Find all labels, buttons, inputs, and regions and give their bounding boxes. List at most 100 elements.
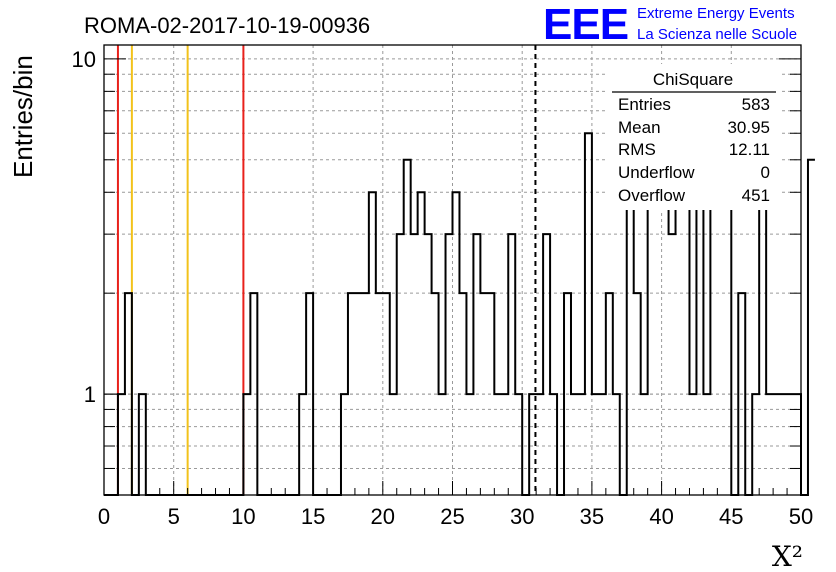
- histogram-bin: [341, 394, 348, 495]
- histogram-bin: [536, 394, 543, 495]
- stats-value-rms: 12.11: [729, 140, 770, 159]
- logo-mark: EEE: [543, 0, 628, 49]
- stats-title: ChiSquare: [653, 70, 733, 89]
- histogram-bin: [432, 293, 439, 495]
- stats-row-mean: Mean 30.95: [618, 118, 770, 137]
- histogram-bin: [418, 192, 425, 495]
- stats-label-overflow: Overflow: [618, 186, 686, 205]
- stats-box: ChiSquare Entries 583 Mean 30.95 RMS 12.…: [607, 64, 779, 210]
- histogram-bin: [759, 192, 766, 495]
- stats-label-mean: Mean: [618, 118, 661, 137]
- histogram-bin: [669, 234, 676, 495]
- histogram-bin: [439, 394, 446, 495]
- histogram-bin: [689, 394, 696, 495]
- histogram-bin: [250, 293, 257, 495]
- logo-line1: Extreme Energy Events: [637, 5, 795, 22]
- grid-lines: [104, 45, 801, 495]
- x-tick-label: 20: [371, 504, 395, 529]
- x-tick-label: 25: [440, 504, 464, 529]
- histogram-bin: [703, 394, 710, 495]
- histogram-bin: [425, 234, 432, 495]
- stats-row-overflow: Overflow 451: [618, 186, 770, 205]
- y-tick-label: 1: [84, 382, 96, 407]
- logo-line2: La Scienza nelle Scuole: [637, 26, 797, 43]
- histogram-bin: [466, 394, 473, 495]
- histogram-bin: [641, 394, 648, 495]
- x-axis-title: X²: [772, 540, 803, 572]
- x-tick-label: 45: [719, 504, 743, 529]
- histogram-bin: [752, 394, 759, 495]
- stats-value-mean: 30.95: [727, 118, 770, 137]
- histogram-bin: [306, 293, 313, 495]
- histogram-bin: [683, 160, 690, 495]
- histogram-bin: [453, 192, 460, 495]
- histogram-bin: [243, 394, 250, 495]
- histogram-bin: [606, 293, 613, 495]
- x-tick-label: 15: [301, 504, 325, 529]
- histogram-bin: [627, 192, 634, 495]
- x-tick-label: 50: [789, 504, 813, 529]
- histogram-bin: [376, 293, 383, 495]
- histogram-bin: [369, 192, 376, 495]
- stats-value-overflow: 451: [742, 186, 770, 205]
- stats-box-background: [607, 64, 779, 210]
- histogram-bin: [383, 293, 390, 495]
- histogram-bin: [508, 234, 515, 495]
- chart-title: ROMA-02-2017-10-19-00936: [84, 13, 370, 38]
- histogram-bin: [578, 394, 585, 495]
- histogram-bin: [118, 394, 125, 495]
- histogram-bin: [808, 160, 815, 495]
- eee-logo: EEE Extreme Energy Events La Scienza nel…: [543, 0, 797, 49]
- histogram-bin: [529, 394, 536, 495]
- histogram-bin: [662, 192, 669, 495]
- histogram-bin: [696, 192, 703, 495]
- histogram-bin: [404, 160, 411, 495]
- histogram-bin: [717, 160, 724, 495]
- y-tick-labels: 1 10: [72, 47, 96, 407]
- x-tick-label: 30: [510, 504, 534, 529]
- x-tick-label: 40: [649, 504, 673, 529]
- histogram-bin: [397, 234, 404, 495]
- x-tick-label: 10: [231, 504, 255, 529]
- y-axis-title: Entries/bin: [8, 55, 38, 178]
- x-tick-label: 35: [580, 504, 604, 529]
- x-tick-labels: 0 5 10 15 20 25 30 35 40 45 50: [98, 504, 813, 529]
- histogram-bin: [571, 394, 578, 495]
- x-tick-label: 0: [98, 504, 110, 529]
- histogram-bin: [348, 293, 355, 495]
- axis-ticks: [103, 58, 802, 496]
- stats-value-entries: 583: [742, 95, 770, 114]
- histogram-bin: [773, 394, 780, 495]
- histogram-bin: [599, 394, 606, 495]
- histogram-bin: [634, 293, 641, 495]
- stats-row-underflow: Underflow 0: [618, 163, 770, 182]
- histogram-bin: [543, 234, 550, 495]
- histogram-bin: [515, 394, 522, 495]
- histogram-bin: [501, 394, 508, 495]
- histogram-bin: [550, 394, 557, 495]
- stats-row-rms: RMS 12.11: [618, 140, 770, 159]
- histogram-bin: [390, 394, 397, 495]
- stats-label-underflow: Underflow: [618, 163, 695, 182]
- histogram-bin: [585, 133, 592, 495]
- histogram-bin: [362, 293, 369, 495]
- histogram-bin: [780, 394, 787, 495]
- histogram-bin: [473, 234, 480, 495]
- y-tick-label: 10: [72, 47, 96, 72]
- stats-label-rms: RMS: [618, 140, 656, 159]
- histogram-bin: [648, 192, 655, 495]
- stats-value-underflow: 0: [761, 163, 770, 182]
- histogram-bin: [494, 394, 501, 495]
- histogram-bin: [355, 293, 362, 495]
- histogram-bin: [459, 293, 466, 495]
- histogram-bin: [139, 394, 146, 495]
- histogram-bin: [592, 394, 599, 495]
- histogram-bin: [480, 293, 487, 495]
- histogram-bin: [724, 192, 731, 495]
- stats-row-entries: Entries 583: [618, 95, 770, 114]
- histogram-bin: [299, 394, 306, 495]
- histogram-bin: [446, 234, 453, 495]
- histogram-bin: [487, 293, 494, 495]
- stats-label-entries: Entries: [618, 95, 671, 114]
